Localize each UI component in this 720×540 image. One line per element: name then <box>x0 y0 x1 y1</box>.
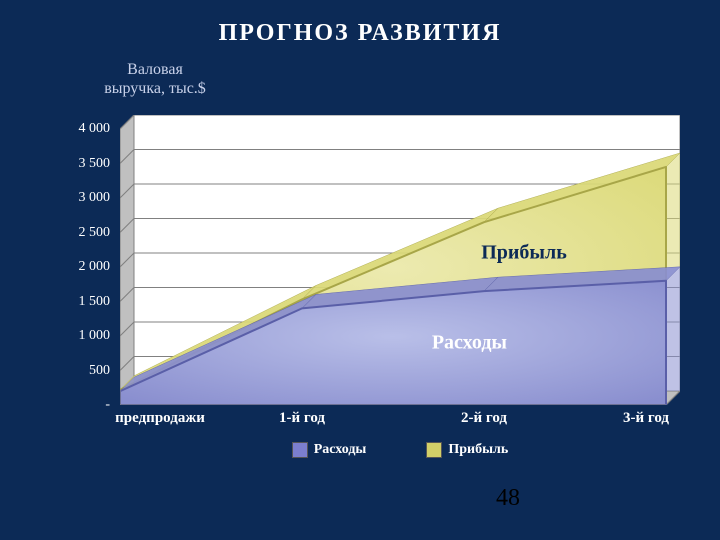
y-tick-label: 1 000 <box>79 328 111 344</box>
legend-swatch <box>292 442 308 458</box>
plot-area: РасходыПрибыль <box>120 115 680 405</box>
legend-item: Расходы <box>292 442 367 458</box>
y-axis-ticks: -5001 0001 5002 0002 5003 0003 5004 000 <box>40 115 110 405</box>
y-tick-label: 4 000 <box>79 121 111 137</box>
y-tick-label: 3 500 <box>79 156 111 172</box>
x-tick-label: предпродажи <box>115 410 205 427</box>
slide-root: ПРОГНОЗ РАЗВИТИЯ Валовая выручка, тыс.$ … <box>0 0 720 540</box>
forecast-chart: Валовая выручка, тыс.$ - 500 1 000 1 500 2 0… <box>40 60 680 480</box>
legend-swatch <box>426 442 442 458</box>
y-tick-label: - <box>105 397 110 413</box>
y-tick-label: 2 500 <box>79 225 111 241</box>
y-axis-title: Валовая выручка, тыс.$ <box>80 60 230 98</box>
y-tick-label: 500 <box>89 363 110 379</box>
page-number: 48 <box>496 485 520 512</box>
legend-label: Прибыль <box>448 442 508 458</box>
x-tick-label: 1-й год <box>279 410 325 427</box>
y-tick-label: 2 000 <box>79 259 111 275</box>
legend-item: Прибыль <box>426 442 508 458</box>
y-tick-label: 3 000 <box>79 190 111 206</box>
x-tick-label: 3-й год <box>623 410 669 427</box>
slide-title: ПРОГНОЗ РАЗВИТИЯ <box>0 20 720 47</box>
x-axis-ticks: предпродажи1-й год2-й год3-й год <box>120 410 680 434</box>
legend-label: Расходы <box>314 442 367 458</box>
x-tick-label: 2-й год <box>461 410 507 427</box>
y-tick-label: 1 500 <box>79 294 111 310</box>
chart-legend: Расходы Прибыль <box>120 442 680 466</box>
